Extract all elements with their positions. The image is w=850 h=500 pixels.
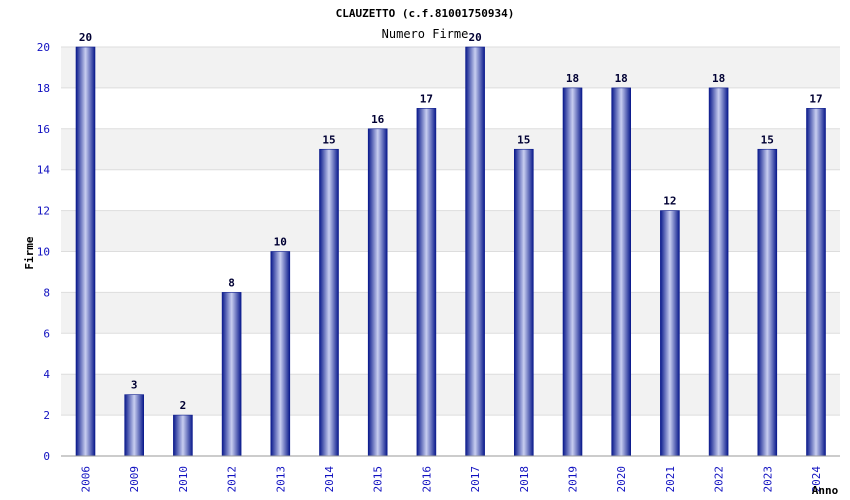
x-tick-label-2024: 2024 [810,466,823,493]
bar-2019 [562,87,583,457]
bar-2022 [708,87,729,457]
x-axis-ticks: 2006 2009 2010 2012 2013 2014 2015 2016 2017 2018… [80,466,824,493]
bar-2021 [660,210,680,457]
y-tick-label: 8 [43,286,50,299]
data-label-2023: 15 [761,133,774,146]
bar-2023 [757,148,778,457]
chart-title: CLAUZETTO (c.f.81001750934) [336,7,515,20]
x-axis-title: Anno [812,484,839,497]
data-label-2010: 2 [180,399,187,412]
bar-2014 [319,148,339,457]
data-label-2014: 15 [322,133,335,146]
bar-2009 [124,394,144,457]
bar-2018 [513,148,534,457]
x-tick-label-2021: 2021 [664,466,677,493]
x-tick-label-2023: 2023 [761,466,774,493]
data-label-2021: 12 [663,195,676,208]
y-axis-ticks: 0 2 4 6 8 10 12 14 16 18 20 [37,41,51,463]
data-label-2020: 18 [615,72,628,85]
bar-2016 [416,108,437,457]
x-tick-label-2018: 2018 [518,466,531,493]
y-tick-label: 10 [37,246,50,259]
x-tick-label-2022: 2022 [713,466,726,493]
x-tick-label-2016: 2016 [420,466,433,493]
bar-2012 [221,292,242,457]
y-tick-label: 6 [43,327,50,340]
y-tick-label: 4 [43,368,50,381]
data-label-2018: 15 [517,133,530,146]
data-label-2013: 10 [274,236,287,249]
bar-2020 [611,87,632,457]
data-label-2006: 20 [79,31,92,44]
grid-band [61,47,840,88]
y-tick-label: 14 [37,164,51,177]
bars [75,46,826,457]
x-tick-label-2019: 2019 [567,466,580,493]
data-label-2012: 8 [228,276,235,289]
x-tick-label-2013: 2013 [274,466,287,493]
x-tick-label-2014: 2014 [323,466,336,493]
y-tick-label: 16 [37,123,50,136]
data-label-2019: 18 [566,72,579,85]
data-labels: 20 3 2 8 10 15 16 17 20 15 18 18 12 18 15 17 [79,31,823,412]
y-tick-label: 18 [37,82,50,95]
x-tick-label-2010: 2010 [177,466,190,493]
bar-2006 [75,46,96,457]
data-label-2016: 17 [420,92,433,105]
bar-2017 [465,46,485,457]
data-label-2015: 16 [371,113,385,126]
bar-2010 [173,414,193,457]
x-tick-label-2017: 2017 [469,466,482,493]
data-label-2022: 18 [712,72,725,85]
x-tick-label-2015: 2015 [372,466,385,493]
x-tick-label-2020: 2020 [615,466,628,493]
chart-subtitle: Numero Firme [382,27,469,41]
y-tick-label: 2 [43,409,50,422]
bar-2013 [270,251,291,457]
data-label-2009: 3 [131,379,138,392]
y-tick-label: 12 [37,205,50,218]
x-tick-label-2009: 2009 [128,466,141,493]
y-axis-title: Firme [23,236,36,269]
data-label-2024: 17 [809,92,822,105]
data-label-2017: 20 [468,31,481,44]
x-tick-label-2006: 2006 [80,466,93,493]
y-tick-label: 0 [43,450,50,463]
bar-2024 [806,108,826,457]
x-tick-label-2012: 2012 [226,466,239,493]
bar-2015 [367,128,388,457]
y-tick-label: 20 [37,41,50,54]
